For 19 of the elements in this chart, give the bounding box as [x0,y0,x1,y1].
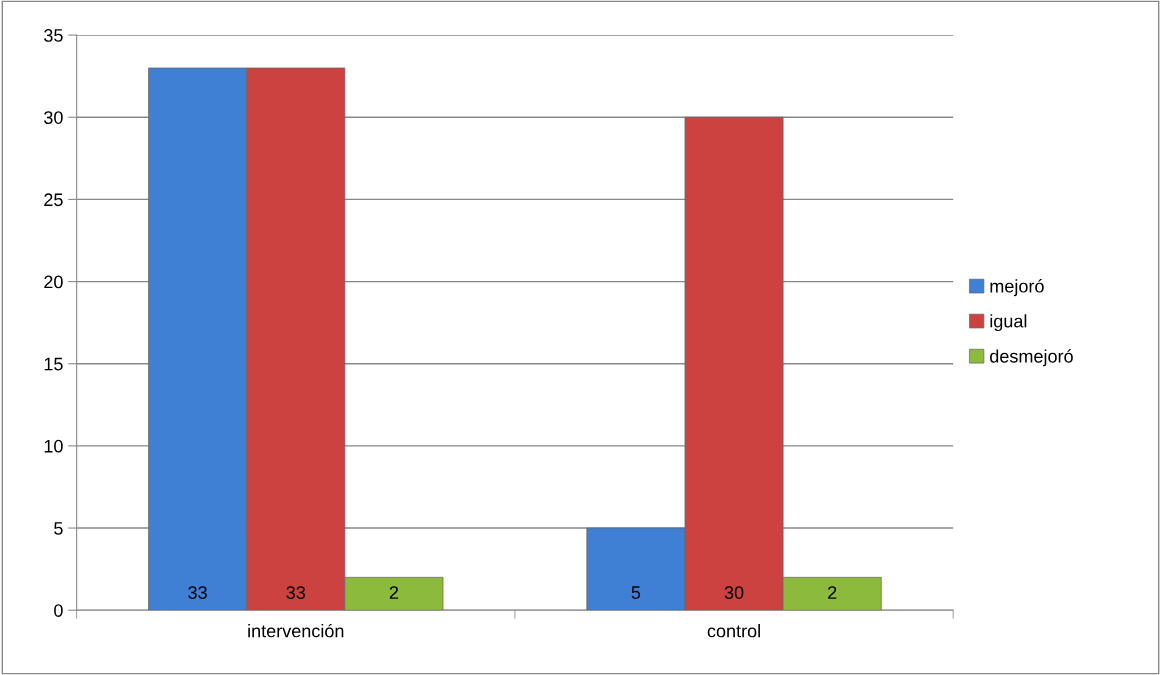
legend-label: igual [990,314,1027,332]
legend-label: desmejoró [990,349,1073,367]
y-tick-label: 15 [44,357,63,371]
data-label: 30 [724,586,744,599]
y-tick-label: 25 [44,193,63,207]
data-label: 2 [828,586,837,599]
y-tick-label: 5 [54,522,63,535]
data-label: 33 [286,586,306,599]
x-tick-label: control [707,624,760,638]
legend-label: mejoró [990,279,1044,297]
y-tick-label: 30 [44,111,63,124]
data-label: 33 [188,586,207,599]
y-tick-label: 20 [44,275,63,289]
data-label: 2 [389,586,399,599]
y-tick-label: 10 [44,439,63,453]
data-label: 5 [631,586,641,599]
x-tick-label: intervención [248,623,344,638]
y-tick-label: 0 [54,604,63,617]
y-tick-label: 35 [44,29,63,42]
